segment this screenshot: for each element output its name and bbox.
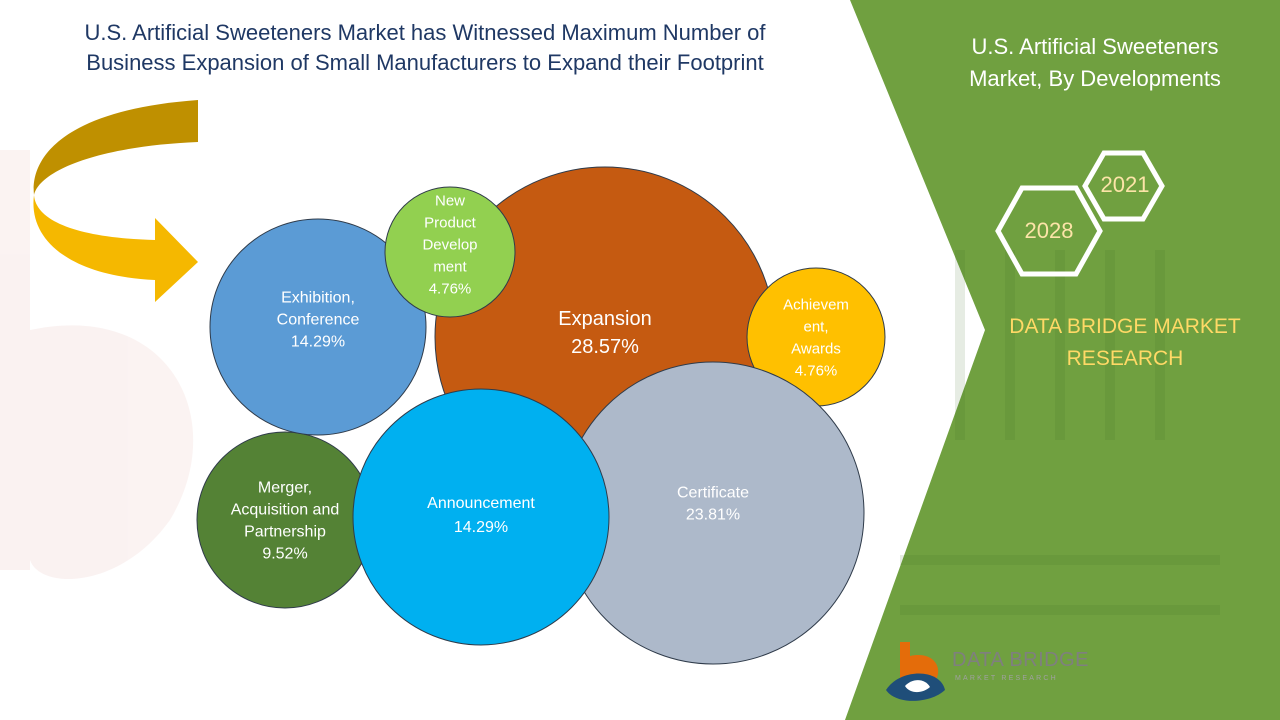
bubble-value-label: 4.76% [795, 363, 838, 380]
green-side-panel [845, 0, 1280, 720]
bubble-category-label: Certificate [677, 485, 749, 502]
logo-wordmark: DATA BRIDGE [952, 649, 1090, 671]
sidebar-title: U.S. Artificial Sweeteners Market, By De… [940, 31, 1250, 95]
data-bridge-logo-icon [886, 642, 945, 701]
hexagon-2021 [1082, 150, 1165, 222]
chart-title-line: U.S. Artificial Sweeteners Market has Wi… [84, 20, 766, 45]
hexagon-2028 [995, 185, 1103, 277]
bubble-category-label: Acquisition and [231, 502, 340, 519]
watermark-logo [0, 150, 194, 580]
bubble-category-label: Exhibition, [281, 290, 355, 307]
bubble-value-label: 14.29% [454, 519, 508, 536]
bubble-category-label: ment [433, 259, 467, 276]
bubble-circle [352, 388, 610, 646]
bubble-value-label: 9.52% [262, 546, 307, 563]
curved-arrow-icon [33, 100, 199, 302]
bubble-chart: Merger, Acquisition and Partnership 9.52% Ex… [196, 166, 886, 665]
bubble-5: Certificate 23.81% [561, 361, 865, 665]
bubble-category-label: Partnership [244, 524, 326, 541]
bubble-circle [209, 218, 427, 436]
bubble-category-label: New [435, 193, 465, 210]
brand-title-line: DATA BRIDGE MARKET [1009, 315, 1241, 338]
bubble-value-label: 14.29% [291, 334, 345, 351]
bubble-category-label: ent, [803, 319, 828, 336]
bubble-value-label: 28.57% [571, 336, 639, 358]
bubble-category-label: Announcement [427, 495, 535, 512]
bubble-value-label: 23.81% [686, 507, 740, 524]
brand-title-line: RESEARCH [1066, 347, 1184, 370]
bubble-circle [196, 431, 374, 609]
bubble-category-label: Product [424, 215, 477, 232]
chart-title: U.S. Artificial Sweeteners Market has Wi… [0, 18, 850, 78]
bubble-0: Merger, Acquisition and Partnership 9.52% [196, 431, 374, 609]
panel-watermark [900, 250, 1220, 615]
sidebar-title-line: Market, By Developments [969, 66, 1221, 91]
bubble-category-label: Merger, [258, 480, 312, 497]
year-end-label: 2028 [1024, 218, 1074, 243]
bubble-category-label: Conference [277, 312, 360, 329]
bubble-3: New Product Develop ment 4.76% [384, 186, 516, 318]
logo-subtext: MARKET RESEARCH [955, 675, 1058, 682]
bubble-4: Achievem ent, Awards 4.76% [746, 267, 886, 407]
bubble-6: Announcement 14.29% [352, 388, 610, 646]
bubble-category-label: Achievem [783, 297, 849, 314]
bubble-category-label: Expansion [558, 308, 651, 330]
bubble-1: Exhibition, Conference 14.29% [209, 218, 427, 436]
year-start-label: 2021 [1100, 172, 1150, 197]
bubble-circle [384, 186, 516, 318]
sidebar-title-line: U.S. Artificial Sweeteners [971, 34, 1219, 59]
chart-title-line: Business Expansion of Small Manufacturer… [86, 50, 764, 75]
bubble-value-label: 4.76% [429, 281, 472, 298]
bubble-category-label: Develop [422, 237, 477, 254]
bubble-category-label: Awards [791, 341, 841, 358]
brand-title: DATA BRIDGE MARKET RESEARCH [975, 311, 1275, 375]
